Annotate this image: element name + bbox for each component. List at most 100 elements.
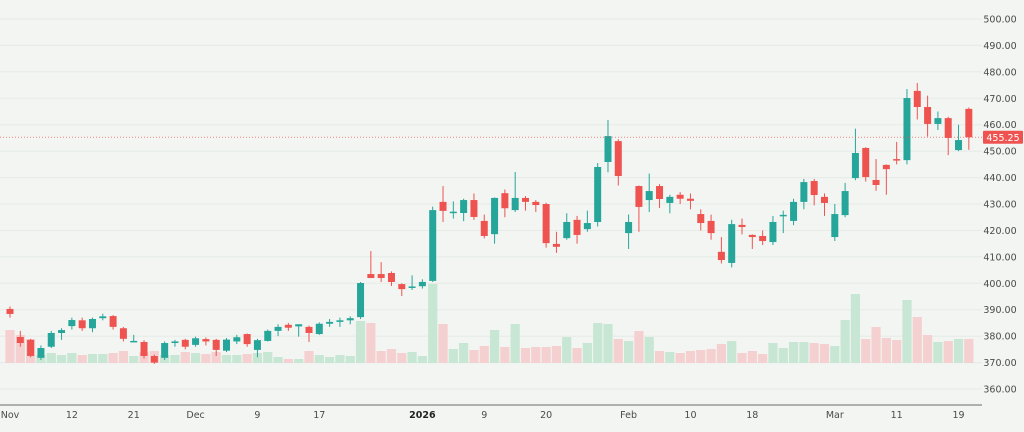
price-axis[interactable]: 500.00 490.00 480.00 470.00 460.00 450.00 440.… bbox=[983, 15, 1016, 396]
volume-bar bbox=[67, 353, 77, 363]
candle-body bbox=[501, 193, 509, 209]
candle-body bbox=[645, 191, 653, 201]
y-tick-label: 430.00 bbox=[983, 200, 1016, 211]
candle-body bbox=[398, 284, 406, 290]
volume-bar bbox=[850, 294, 861, 363]
candle-body bbox=[790, 201, 798, 221]
y-tick-label: 380.00 bbox=[983, 332, 1016, 343]
candle-body bbox=[614, 141, 622, 176]
volume-bar bbox=[56, 355, 67, 363]
candle-body bbox=[810, 181, 818, 196]
volume-bar bbox=[871, 327, 881, 363]
y-tick-label: 370.00 bbox=[983, 358, 1016, 369]
volume-bar bbox=[190, 353, 201, 363]
volume-bar bbox=[788, 342, 799, 363]
y-tick-label: 450.00 bbox=[983, 147, 1016, 158]
x-tick-label: 2026 bbox=[409, 410, 436, 421]
candle-body bbox=[563, 221, 571, 239]
volume-bar bbox=[314, 355, 324, 363]
y-tick-label: 480.00 bbox=[983, 67, 1016, 78]
candle-body bbox=[429, 210, 437, 281]
volume-bar bbox=[180, 352, 190, 363]
candle-body bbox=[171, 341, 179, 344]
candle-body bbox=[862, 147, 870, 178]
volume-bar bbox=[819, 344, 830, 363]
candle-body bbox=[274, 326, 282, 331]
candle-body bbox=[625, 221, 633, 234]
volume-bar bbox=[912, 317, 922, 363]
y-tick-label: 360.00 bbox=[983, 385, 1016, 396]
volume-bar bbox=[77, 355, 87, 363]
volume-bar bbox=[438, 324, 448, 363]
volume-bar bbox=[840, 320, 850, 363]
x-tick-label: Nov bbox=[1, 410, 20, 421]
candle-body bbox=[202, 339, 210, 342]
candle-body bbox=[522, 197, 529, 202]
candle-body bbox=[656, 186, 664, 199]
candle-body bbox=[357, 283, 365, 318]
candle-body bbox=[913, 90, 921, 108]
candle-body bbox=[759, 235, 767, 242]
x-tick-label: Feb bbox=[620, 410, 637, 421]
candle-body bbox=[944, 118, 952, 138]
volume-bar bbox=[304, 351, 314, 363]
volume-bar bbox=[696, 350, 706, 363]
x-tick-label: 10 bbox=[684, 410, 696, 421]
volume-bar bbox=[489, 330, 500, 363]
candle-body bbox=[88, 318, 96, 329]
volume-bar bbox=[108, 353, 118, 363]
y-tick-label: 500.00 bbox=[983, 15, 1016, 26]
candle-body bbox=[851, 153, 859, 179]
candle-body bbox=[119, 328, 127, 339]
time-axis[interactable]: Nov 12 21 Dec 9 17 2026 9 20 Feb 10 18 Mar 11 19 bbox=[1, 410, 965, 421]
last-price-text: 455.25 bbox=[986, 133, 1019, 144]
candle-body bbox=[594, 167, 602, 222]
x-tick-label: Dec bbox=[186, 410, 204, 421]
y-tick-label: 410.00 bbox=[983, 252, 1016, 263]
volume-bar bbox=[541, 347, 551, 363]
volume-bar bbox=[211, 352, 221, 363]
y-tick-label: 390.00 bbox=[983, 305, 1016, 316]
volume-bar bbox=[170, 355, 180, 363]
y-tick-label: 490.00 bbox=[983, 41, 1016, 52]
volume-bar bbox=[778, 348, 788, 363]
volume-bar bbox=[551, 346, 562, 363]
candle-body bbox=[58, 330, 66, 333]
x-tick-label: 19 bbox=[952, 410, 964, 421]
volume-bar bbox=[386, 349, 397, 363]
volume-bar bbox=[685, 351, 696, 363]
volume-bar bbox=[943, 341, 953, 363]
candle-body bbox=[305, 326, 313, 333]
volume-bar bbox=[799, 342, 809, 363]
volume-bar bbox=[345, 356, 355, 363]
candle-body bbox=[460, 200, 468, 213]
volume-bar bbox=[830, 346, 840, 363]
candle-body bbox=[728, 224, 736, 263]
candle-body bbox=[68, 320, 76, 327]
candle-body bbox=[676, 194, 684, 199]
volume-bar bbox=[366, 323, 376, 363]
y-tick-label: 440.00 bbox=[983, 173, 1016, 184]
volume-bar bbox=[531, 347, 541, 363]
candle-body bbox=[130, 340, 138, 343]
volume-bar bbox=[953, 339, 964, 363]
volume-bar bbox=[861, 339, 871, 363]
candle-body bbox=[955, 140, 963, 151]
candle-body bbox=[439, 201, 447, 211]
candle-body bbox=[480, 220, 488, 236]
x-tick-label: 9 bbox=[481, 410, 487, 421]
x-tick-label: Mar bbox=[826, 410, 844, 421]
candle-body bbox=[284, 324, 292, 328]
volume-bar bbox=[355, 321, 366, 363]
volume-bar bbox=[283, 359, 293, 363]
volume-bar bbox=[933, 342, 943, 363]
candle-body bbox=[408, 286, 416, 288]
candle-body bbox=[542, 204, 550, 244]
candle-body bbox=[491, 197, 499, 235]
volume-bar bbox=[201, 354, 211, 363]
candle-body bbox=[6, 308, 14, 314]
x-tick-label: 12 bbox=[66, 410, 78, 421]
volume-bar bbox=[706, 349, 716, 363]
volume-bar bbox=[510, 324, 520, 363]
